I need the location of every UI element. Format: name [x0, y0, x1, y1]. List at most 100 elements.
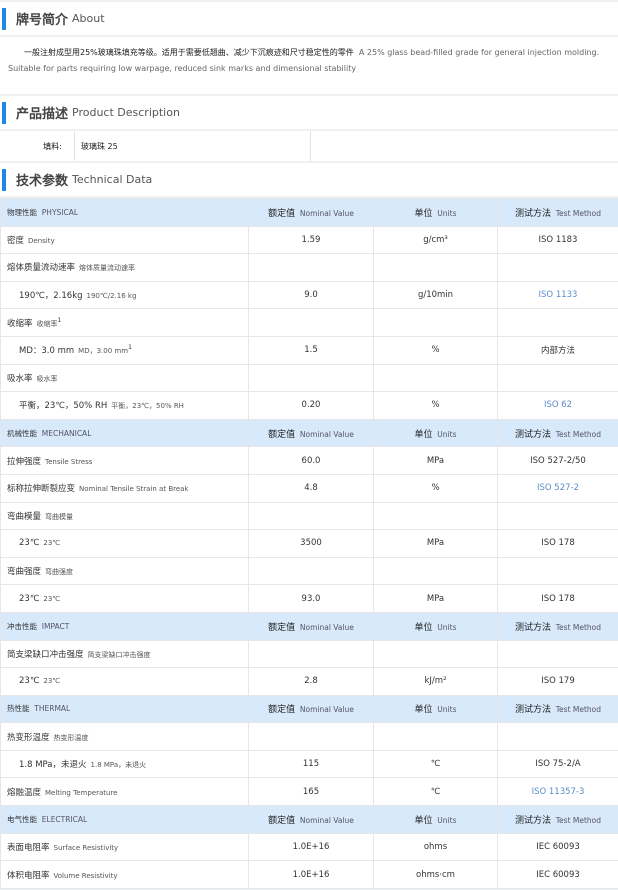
col-header-method: 测试方法 Test Method: [498, 199, 618, 227]
unit: %: [431, 483, 439, 493]
value-cell: [249, 254, 374, 282]
filler-value: 玻璃珠 25: [75, 131, 311, 161]
col-header-unit: 单位 Units: [374, 695, 498, 723]
unit-cell: %: [374, 392, 498, 420]
property-row: 热变形温度热变形温度: [1, 723, 618, 751]
property-name: 收缩率收缩率1: [1, 309, 249, 337]
col-header-cn: 额定值: [268, 430, 295, 440]
unit-cell: g/10min: [374, 281, 498, 309]
property-sub: 23℃: [43, 539, 60, 547]
col-header-en: Nominal Value: [300, 623, 354, 632]
property-sub: 收缩率: [37, 320, 58, 328]
col-header-en: Units: [437, 430, 456, 439]
property-sub: Density: [28, 237, 55, 245]
method-cell: [498, 640, 618, 668]
property-cn: 23℃: [19, 594, 39, 604]
method-cell: ISO 75-2/A: [498, 750, 618, 778]
unit: g/10min: [418, 290, 453, 300]
method-cell[interactable]: ISO 527-2: [498, 474, 618, 502]
value-cell: 93.0: [249, 585, 374, 613]
value-cell: 4.8: [249, 474, 374, 502]
value-cell: 1.0E+16: [249, 861, 374, 889]
unit: kJ/m²: [425, 676, 447, 686]
col-header-cn: 额定值: [268, 209, 295, 219]
property-sub: 23℃: [43, 677, 60, 685]
col-header-unit: 单位 Units: [374, 806, 498, 834]
method-cell: ISO 1183: [498, 226, 618, 254]
test-method-link[interactable]: ISO 62: [544, 400, 572, 410]
property-cn: 190℃，2.16kg: [19, 291, 83, 301]
group-en: IMPACT: [42, 622, 70, 631]
property-sub: 熔体质量流动速率: [79, 264, 135, 272]
method-cell: ISO 179: [498, 668, 618, 696]
method-cell: [498, 364, 618, 392]
unit-cell: [374, 364, 498, 392]
method: 内部方法: [541, 346, 575, 356]
value: 0.20: [302, 400, 321, 410]
unit: MPa: [427, 538, 444, 548]
method: IEC 60093: [536, 842, 580, 852]
test-method-link[interactable]: ISO 11357-3: [532, 787, 585, 797]
property-cn: 熔体质量流动速率: [7, 263, 75, 273]
group-cn: 物理性能: [7, 208, 37, 217]
col-header-method: 测试方法 Test Method: [498, 612, 618, 640]
value: 4.8: [304, 483, 318, 493]
property-sub: 1.8 MPa，未退火: [91, 761, 147, 769]
value-cell: 1.5: [249, 336, 374, 364]
unit-cell: [374, 723, 498, 751]
value-cell: 9.0: [249, 281, 374, 309]
method: IEC 60093: [536, 870, 580, 880]
test-method-link[interactable]: ISO 527-2: [537, 483, 579, 493]
method-cell[interactable]: ISO 11357-3: [498, 778, 618, 806]
property-cn: 吸水率: [7, 374, 33, 384]
group-cn: 电气性能: [7, 815, 37, 824]
col-header-cn: 额定值: [268, 705, 295, 715]
value-cell: 0.20: [249, 392, 374, 420]
group-en: PHYSICAL: [42, 208, 78, 217]
col-header-value: 额定值 Nominal Value: [249, 419, 374, 447]
method-cell[interactable]: ISO 62: [498, 392, 618, 420]
unit-cell: [374, 502, 498, 530]
unit: ℃: [431, 759, 441, 769]
property-cn: MD：3.0 mm: [19, 346, 74, 356]
unit-cell: MPa: [374, 585, 498, 613]
property-name: 简支梁缺口冲击强度简支梁缺口冲击强度: [1, 640, 249, 668]
method-cell: ISO 527-2/50: [498, 447, 618, 475]
value: 3500: [300, 538, 322, 548]
property-cn: 熔融温度: [7, 788, 41, 798]
value-cell: 60.0: [249, 447, 374, 475]
col-header-en: Units: [437, 623, 456, 632]
property-cn: 标称拉伸断裂应变: [7, 484, 75, 494]
value-cell: [249, 723, 374, 751]
col-header-method: 测试方法 Test Method: [498, 419, 618, 447]
property-cn: 23℃: [19, 676, 39, 686]
group-name: 热性能 THERMAL: [1, 695, 249, 723]
test-method-link[interactable]: ISO 1133: [539, 290, 578, 300]
col-header-value: 额定值 Nominal Value: [249, 199, 374, 227]
col-header-cn: 测试方法: [515, 430, 551, 440]
unit: g/cm³: [423, 235, 448, 245]
col-header-method: 测试方法 Test Method: [498, 695, 618, 723]
unit-cell: ohms: [374, 833, 498, 861]
method-cell[interactable]: ISO 1133: [498, 281, 618, 309]
method: ISO 178: [541, 594, 575, 604]
property-cn: 收缩率: [7, 319, 33, 329]
value: 93.0: [302, 594, 321, 604]
property-sub: 热变形温度: [54, 734, 89, 742]
